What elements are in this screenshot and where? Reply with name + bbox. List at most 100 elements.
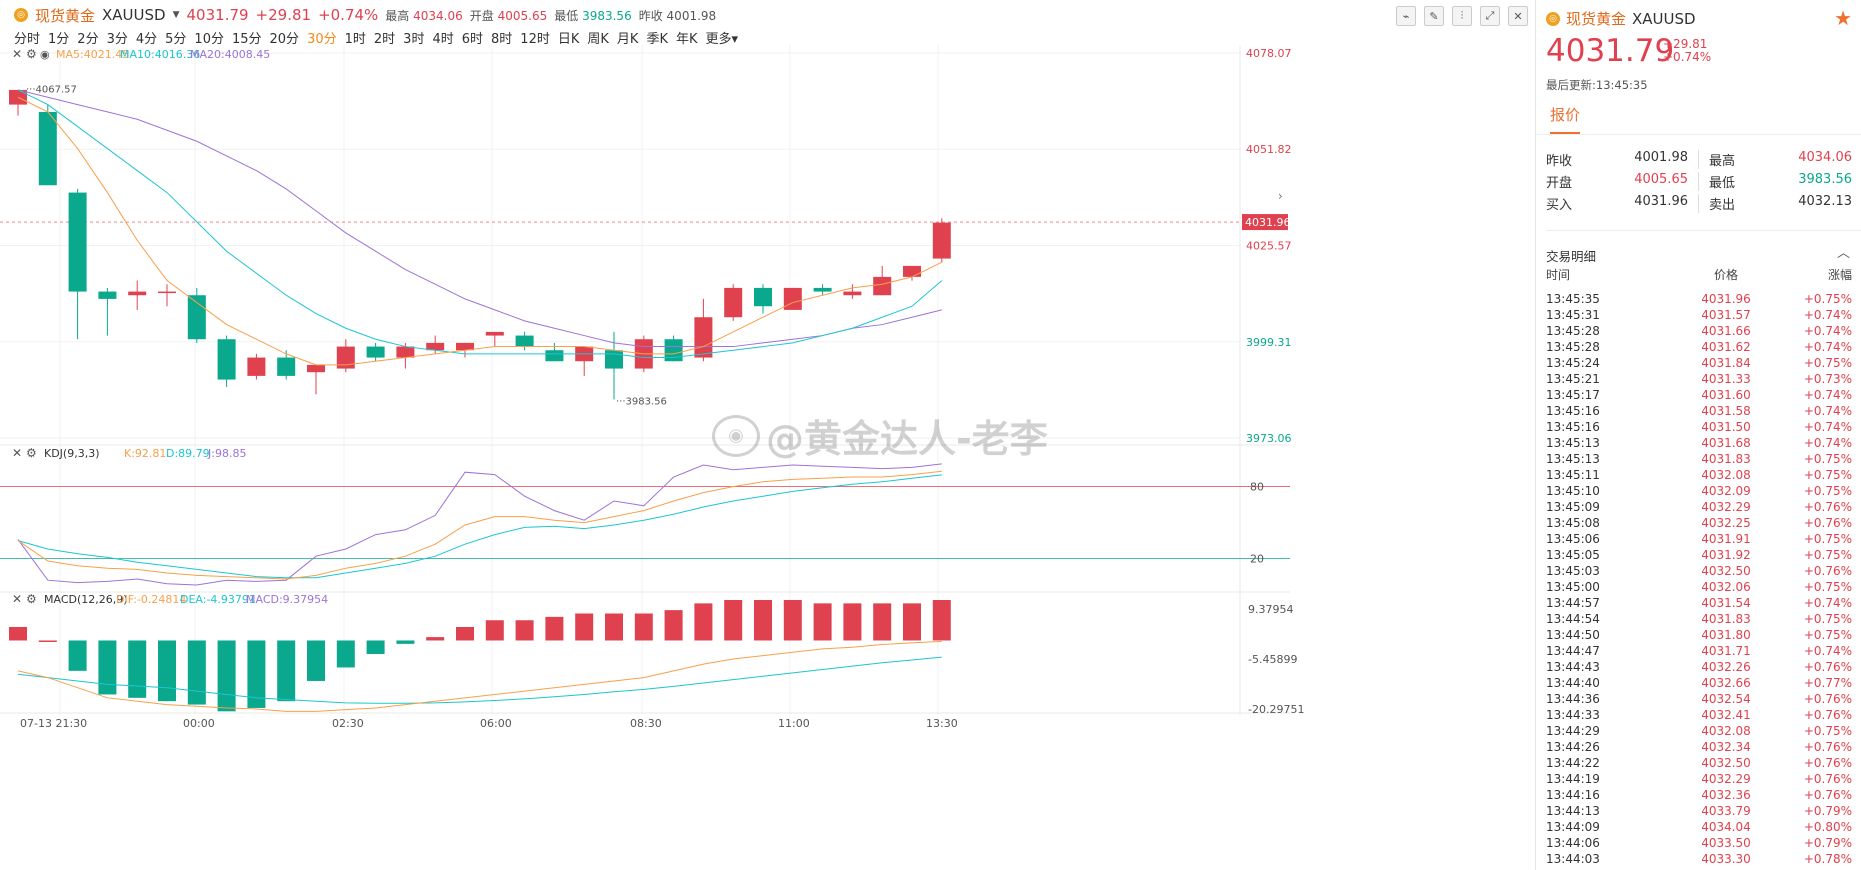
macd-bar [336,640,355,668]
trade-change: +0.79% [1803,836,1852,850]
macd-bar [128,640,147,698]
y-tick-label: 9.37954 [1248,603,1294,616]
period-tab[interactable]: 2分 [77,32,99,47]
settings-icon: ⚙ [26,446,37,460]
trade-change: +0.74% [1803,404,1852,418]
trade-price: 4033.50 [1701,836,1751,850]
quote-cell: 昨收 4001.98 [1546,149,1699,169]
trade-change: +0.77% [1803,676,1852,690]
column-header: 时间 [1546,268,1571,282]
trade-row: 13:44:03 4033.30 +0.78% [1546,851,1852,867]
candle-body [843,291,862,296]
period-tab[interactable]: 季K [646,32,668,47]
quote-cell: 买入 4031.96 [1546,193,1699,213]
period-tabs: 分时 1分 2分 3分 4分 5分 10分 15分 20分 30分 1时 2时 3时 4时 6时 8时 12时日… [14,28,746,47]
trade-row: 13:45:24 4031.84 +0.75% [1546,355,1852,371]
trade-time: 13:45:13 [1546,436,1600,450]
period-tab[interactable]: 1分 [48,32,70,47]
period-tab[interactable]: 20分 [269,32,300,47]
period-tab[interactable]: 分时 [14,32,41,47]
trade-price: 4031.71 [1701,644,1751,658]
prev-label: 昨收 [638,8,663,23]
x-tick-label: 07-13 21:30 [20,717,87,730]
macd-bar [903,603,921,641]
macd-bar [456,626,474,641]
period-tab[interactable]: 2时 [373,32,396,47]
panel-name: 现货黄金 [1566,10,1627,28]
draw-pen-icon[interactable]: ✎ [1424,6,1444,26]
trade-price: 4033.30 [1701,852,1751,866]
trade-change: +0.76% [1803,708,1852,722]
chart-type-icon[interactable]: ⌁ [1396,6,1416,26]
period-tab[interactable]: 月K [616,32,639,47]
open-label: 开盘 [469,8,494,23]
chevron-down-icon[interactable]: ▼ [172,10,180,20]
x-tick-label: 08:30 [630,717,662,730]
period-tab[interactable]: 8时 [491,32,513,47]
trade-row: 13:45:28 4031.66 +0.74% [1546,323,1852,339]
trade-change: +0.75% [1803,292,1852,306]
trade-row: 13:45:16 4031.50 +0.74% [1546,419,1852,435]
period-tab[interactable]: 15分 [231,32,262,47]
period-tab[interactable]: 3时 [403,32,425,47]
macd-bar [634,613,653,641]
macd-bar [813,603,832,641]
period-tab[interactable]: 日K [557,32,580,47]
candle-body [68,192,87,292]
trade-price: 4032.66 [1701,676,1751,690]
trade-row: 13:44:40 4032.66 +0.77% [1546,675,1852,691]
period-tab[interactable]: 4分 [135,32,158,47]
chevron-up-icon[interactable]: ︿ [1836,246,1850,261]
trade-price: 4032.36 [1701,788,1751,802]
trade-row: 13:45:06 4031.91 +0.75% [1546,531,1852,547]
candle-body [813,287,832,292]
quote-row: 买入 4031.96 卖出 4032.13 [1546,192,1852,214]
close-icon[interactable]: ✕ [1508,6,1528,26]
tab-quote[interactable]: 报价 [1550,104,1581,134]
trade-time: 13:45:16 [1546,420,1600,434]
trade-row: 13:45:13 4031.83 +0.75% [1546,451,1852,467]
trade-price: 4031.57 [1701,308,1751,322]
trade-time: 13:44:09 [1546,820,1600,834]
indicator-icon[interactable]: ⫶ [1452,6,1472,26]
quote-key: 最低 [1709,175,1736,191]
x-tick-label: 00:00 [183,717,215,730]
period-tab[interactable]: 6时 [461,32,484,47]
candle-body [158,291,176,294]
period-tab[interactable]: 周K [587,32,609,47]
period-tab[interactable]: 3分 [106,32,128,47]
macd-bar [843,603,862,641]
weibo-icon: ◉ [712,414,760,457]
period-tab[interactable]: 5分 [165,32,187,47]
period-tab[interactable]: 更多▾ [705,32,739,47]
trade-price: 4032.50 [1701,756,1751,770]
favorite-star-icon[interactable]: ★ [1834,6,1852,30]
candle-body [664,339,683,362]
period-tab[interactable]: 1时 [344,32,366,47]
trade-row: 13:44:19 4032.29 +0.76% [1546,771,1852,787]
trade-change: +0.75% [1803,468,1852,482]
macd-legend: MACD(12,26,9) [44,593,128,606]
trade-row: 13:44:57 4031.54 +0.74% [1546,595,1852,611]
panel-title: ◎ 现货黄金 XAUUSD [1546,8,1696,29]
trade-change: +0.74% [1803,420,1852,434]
period-tab[interactable]: 4时 [432,32,454,47]
candle-body [903,265,921,277]
fullscreen-icon[interactable]: ⤢ [1480,6,1500,26]
period-tab[interactable]: 年K [675,32,698,47]
x-tick-label: 02:30 [332,717,364,730]
period-tab[interactable]: 10分 [194,32,224,47]
trade-row: 13:44:09 4034.04 +0.80% [1546,819,1852,835]
period-tab[interactable]: 12时 [520,32,550,47]
period-tab[interactable]: 30分 [307,32,337,47]
candle-body [426,342,445,351]
macd-bar [247,640,266,708]
instrument-symbol[interactable]: XAUUSD [102,6,166,24]
macd-bar [694,603,713,641]
trade-row: 13:45:16 4031.58 +0.74% [1546,403,1852,419]
trade-time: 13:45:28 [1546,324,1600,338]
trade-change: +0.76% [1803,692,1852,706]
trade-change: +0.75% [1803,612,1852,626]
trade-time: 13:44:43 [1546,660,1600,674]
